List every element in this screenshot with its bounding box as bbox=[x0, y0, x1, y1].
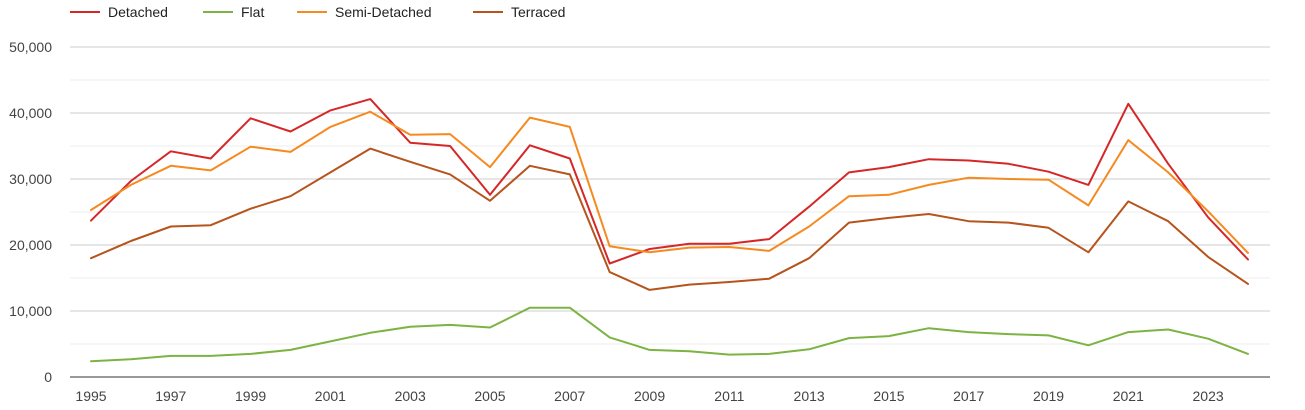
legend-label-semi-detached: Semi-Detached bbox=[335, 4, 432, 20]
y-axis: 0 10,000 20,000 30,000 40,000 50,000 bbox=[9, 39, 52, 385]
x-tick-label: 2013 bbox=[794, 388, 825, 404]
y-tick-label: 50,000 bbox=[9, 39, 52, 55]
x-tick-label: 2015 bbox=[873, 388, 904, 404]
series-lines bbox=[90, 98, 1249, 363]
legend-label-terraced: Terraced bbox=[511, 4, 565, 20]
series-line-terraced bbox=[90, 147, 1249, 291]
x-tick-label: 2007 bbox=[554, 388, 585, 404]
series-line-semi-detached bbox=[90, 110, 1249, 254]
legend: Detached Flat Semi-Detached Terraced bbox=[70, 4, 565, 20]
x-tick-label: 2019 bbox=[1033, 388, 1064, 404]
x-tick-label: 1999 bbox=[235, 388, 266, 404]
gridlines bbox=[70, 46, 1270, 378]
x-tick-label: 1997 bbox=[155, 388, 186, 404]
series-line-detached bbox=[90, 98, 1249, 265]
x-tick-label: 2023 bbox=[1193, 388, 1224, 404]
y-tick-label: 20,000 bbox=[9, 237, 52, 253]
y-tick-label: 0 bbox=[44, 369, 52, 385]
x-tick-label: 1995 bbox=[75, 388, 106, 404]
y-tick-label: 30,000 bbox=[9, 171, 52, 187]
legend-label-detached: Detached bbox=[108, 4, 168, 20]
y-tick-label: 10,000 bbox=[9, 303, 52, 319]
legend-label-flat: Flat bbox=[241, 4, 264, 20]
x-tick-label: 2003 bbox=[395, 388, 426, 404]
x-tick-label: 2009 bbox=[634, 388, 665, 404]
x-axis: 1995 1997 1999 2001 2003 2005 2007 2009 2011 2013… bbox=[75, 388, 1223, 404]
x-tick-label: 2001 bbox=[315, 388, 346, 404]
y-tick-label: 40,000 bbox=[9, 105, 52, 121]
x-tick-label: 2017 bbox=[953, 388, 984, 404]
x-tick-label: 2021 bbox=[1113, 388, 1144, 404]
x-tick-label: 2011 bbox=[714, 388, 744, 404]
x-tick-label: 2005 bbox=[474, 388, 505, 404]
series-line-flat bbox=[90, 306, 1249, 363]
